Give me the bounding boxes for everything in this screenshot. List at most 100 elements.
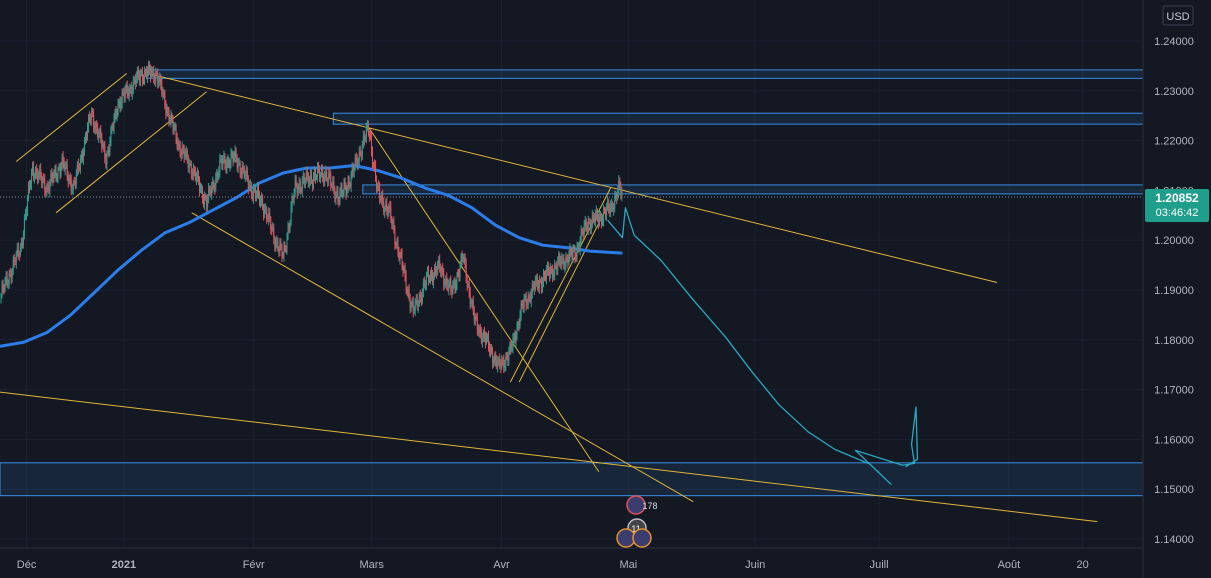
trendline[interactable] xyxy=(365,122,600,473)
candle-body xyxy=(579,242,581,250)
candle-body xyxy=(342,191,344,194)
candle-body xyxy=(389,206,391,208)
candle-body xyxy=(439,260,441,269)
trendline[interactable] xyxy=(191,212,694,503)
candle-body xyxy=(481,337,483,342)
candle-body xyxy=(1,285,3,296)
candle-body xyxy=(147,71,149,78)
candle-body xyxy=(392,222,394,225)
candle-body xyxy=(32,166,34,172)
candle-body xyxy=(509,344,511,352)
candle-body xyxy=(177,143,179,147)
currency-button[interactable] xyxy=(1162,5,1194,26)
candle-body xyxy=(16,248,18,253)
candle-body xyxy=(511,348,513,350)
candle-body xyxy=(37,173,39,180)
candle-body xyxy=(288,227,290,229)
candle-body xyxy=(286,237,288,249)
candle-body xyxy=(117,102,119,115)
candle-body xyxy=(323,176,325,183)
candle-body xyxy=(263,207,265,215)
candle-body xyxy=(414,300,416,311)
candle-body xyxy=(157,73,159,84)
candle-body xyxy=(554,264,556,275)
candle-body xyxy=(375,166,377,180)
candle-body xyxy=(53,171,55,181)
candle-body xyxy=(59,168,61,174)
candle-body xyxy=(394,230,396,245)
trendline[interactable] xyxy=(518,205,609,383)
price-axis[interactable] xyxy=(1143,0,1211,578)
candle-body xyxy=(159,76,161,83)
candle-body xyxy=(391,219,393,225)
candle-body xyxy=(79,158,81,169)
candle-body xyxy=(549,272,551,276)
price-tick-label: 1.24000 xyxy=(1154,36,1194,48)
candle-body xyxy=(471,300,473,303)
time-tick-label: Avr xyxy=(493,559,510,571)
candle-body xyxy=(420,297,422,302)
candle-body xyxy=(574,248,576,258)
candle-body xyxy=(395,244,397,246)
candle-body xyxy=(158,82,160,84)
candle-body xyxy=(119,101,121,108)
price-zone[interactable] xyxy=(147,69,1144,79)
trendline[interactable] xyxy=(0,391,1098,523)
candle-body xyxy=(543,273,545,276)
candle-body xyxy=(408,289,410,300)
candle-body xyxy=(461,256,463,260)
candle-body xyxy=(172,119,174,130)
candle-body xyxy=(156,72,158,74)
candle-body xyxy=(306,172,308,176)
candle-body xyxy=(278,249,280,252)
economic-events[interactable]: 178 11 xyxy=(616,495,658,548)
event-flag-icon[interactable] xyxy=(626,495,646,515)
candle-body xyxy=(181,146,183,156)
candle-body xyxy=(621,193,623,196)
candle-body xyxy=(350,174,352,187)
candle-body xyxy=(440,268,442,273)
candle-body xyxy=(596,210,598,219)
candle-body xyxy=(194,170,196,180)
candle-body xyxy=(505,355,507,366)
candle-body xyxy=(145,71,147,73)
price-zone[interactable] xyxy=(362,184,1144,195)
projection-path[interactable] xyxy=(607,207,919,485)
candle-body xyxy=(373,164,375,166)
candle-body xyxy=(262,198,264,208)
candle-body xyxy=(513,334,515,338)
candle-body xyxy=(180,154,182,156)
candle-body xyxy=(417,303,419,307)
candle-body xyxy=(493,361,495,364)
candle-body xyxy=(143,80,145,82)
candle-body xyxy=(227,159,229,163)
price-axis-ticks: 1.240001.230001.220001.210001.200001.190… xyxy=(1154,36,1194,546)
candle-body xyxy=(491,347,493,353)
trendline[interactable] xyxy=(55,91,207,214)
candle-body xyxy=(21,243,23,245)
price-tick-label: 1.19000 xyxy=(1154,285,1194,297)
candle-body xyxy=(345,186,347,194)
candle-body xyxy=(23,218,25,234)
event-flag-icon[interactable] xyxy=(632,528,652,548)
candle-body xyxy=(433,275,435,283)
candle-body xyxy=(311,181,313,186)
candle-body xyxy=(363,136,365,140)
candle-body xyxy=(597,218,599,224)
candle-body xyxy=(42,177,44,183)
trendline[interactable] xyxy=(15,72,128,162)
candle-body xyxy=(178,143,180,145)
candle-body xyxy=(387,210,389,214)
candle-body xyxy=(312,176,314,186)
price-zone[interactable] xyxy=(0,462,1144,497)
candle-body xyxy=(432,275,434,283)
candle-body xyxy=(58,168,60,170)
candle-body xyxy=(186,150,188,160)
price-zone[interactable] xyxy=(332,112,1144,125)
candle-body xyxy=(570,247,572,253)
projection-drawing[interactable] xyxy=(607,207,919,485)
candle-body xyxy=(195,177,197,180)
trendline[interactable] xyxy=(147,72,998,284)
candle-body xyxy=(418,295,420,304)
